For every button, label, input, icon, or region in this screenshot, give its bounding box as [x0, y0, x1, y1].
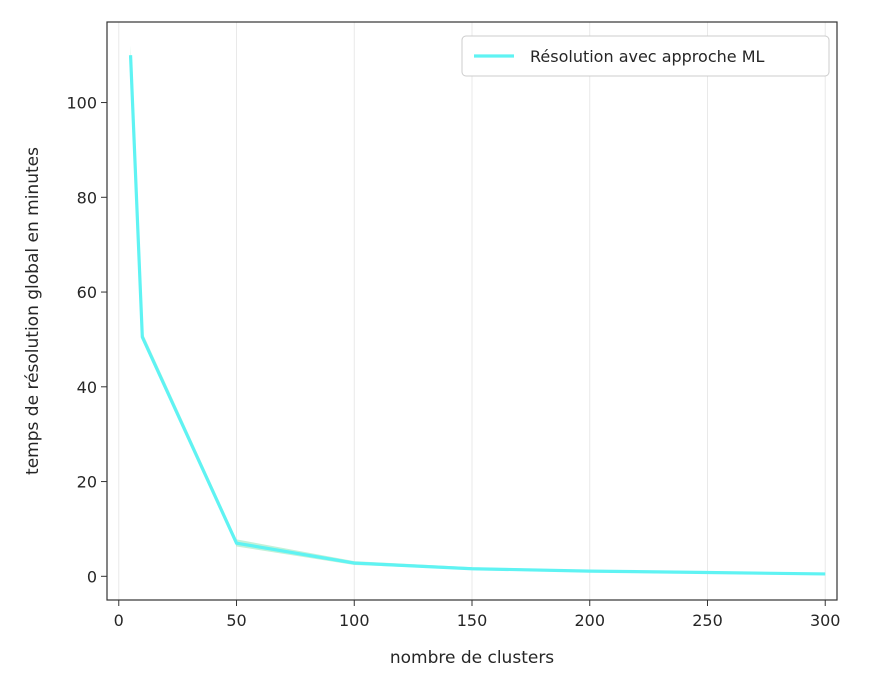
x-tick-label: 300 [810, 611, 841, 630]
y-axis-ticks: 0 20 40 60 80 100 [66, 94, 107, 586]
legend-box [461, 35, 830, 77]
y-tick-label: 40 [77, 378, 97, 397]
x-tick-label: 50 [226, 611, 246, 630]
x-tick-label: 150 [457, 611, 488, 630]
series-line-0 [128, 55, 826, 576]
x-axis-ticks: 0 50 100 150 200 250 300 [114, 600, 841, 630]
series-band-0 [130, 45, 826, 575]
legend-label: Résolution avec approche ML [530, 47, 764, 66]
y-tick-label: 0 [87, 567, 97, 586]
x-axis-label: nombre de clusters [390, 648, 554, 668]
x-tick-label: 200 [574, 611, 605, 630]
series-lines [128, 55, 826, 576]
y-tick-label: 100 [66, 94, 97, 113]
x-tick-label: 250 [692, 611, 723, 630]
y-tick-label: 60 [77, 283, 97, 302]
y-tick-label: 80 [77, 188, 97, 207]
grid-lines [118, 22, 826, 600]
legend: Résolution avec approche ML [461, 35, 830, 77]
y-axis-label: temps de résolution global en minutes [23, 147, 43, 475]
x-tick-label: 100 [339, 611, 370, 630]
confidence-band [130, 45, 826, 575]
y-tick-label: 20 [77, 473, 97, 492]
x-tick-label: 0 [114, 611, 124, 630]
